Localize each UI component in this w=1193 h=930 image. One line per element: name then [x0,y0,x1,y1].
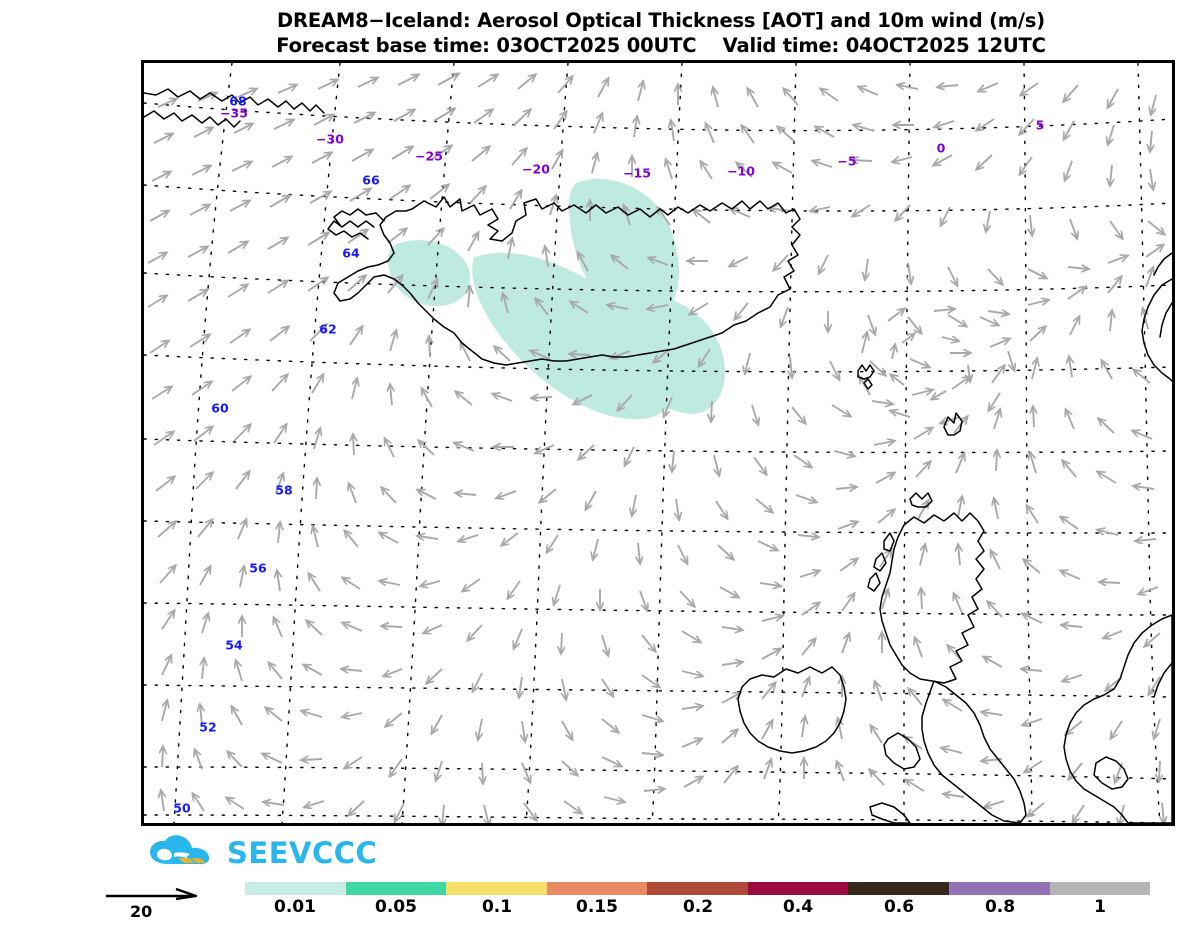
coast-iceland-fjords [327,220,375,240]
coast-greenland [144,88,325,114]
colorbar-tick-7: 0.8 [984,897,1016,917]
title-line-1: DREAM8−Iceland: Aerosol Optical Thicknes… [277,9,1045,32]
coast-iceland [333,196,801,366]
aot-plume-patch-west [388,240,471,307]
seevccc-logo[interactable]: SEEVCCC [148,833,377,873]
coast-orkney [909,492,933,508]
colorbar-tick-6: 0.6 [883,897,915,917]
colorbar-segment-2 [345,882,447,895]
wind-vector-layer [147,74,1164,823]
colorbar-tick-3: 0.15 [576,897,618,917]
aot-plume-south [472,252,677,420]
wind-row-1 [157,74,1157,114]
wind-row-8-vortex-north [151,357,1151,424]
coast-faroe-2 [863,378,873,390]
coast-norway-2 [1153,252,1172,276]
coast-shetland [943,412,963,436]
coast-netherlands [1093,756,1129,790]
coast-hebrides-3 [867,572,881,592]
colorbar-segment-5 [647,882,748,895]
colorbar-segment-9 [1049,882,1151,895]
wind-row-12 [159,545,1159,610]
page-title: DREAM8−Iceland: Aerosol Optical Thicknes… [141,8,1181,58]
colorbar-tick-8: 1 [1094,897,1106,917]
wind-row-16 [162,717,1160,783]
wind-row-17 [161,759,1164,823]
logo-text: SEEVCCC [227,835,378,870]
wind-row-9-vortex [153,407,1153,475]
colorbar-segment-4 [546,882,648,895]
wind-row-14 [161,633,1161,699]
coast-ireland [737,666,847,754]
wind-arrow-icon [106,887,198,901]
aot-shading-layer [388,178,726,420]
coast-faroe [857,364,875,380]
wind-row-2 [153,109,1152,151]
cyclone-circulation [860,309,1014,423]
wind-row-7 [149,309,1148,379]
aot-colorbar [245,882,1151,895]
map-panel[interactable]: 68 66 64 62 60 58 56 54 52 50 −35 −30 −2… [141,60,1175,826]
colorbar-tick-4: 0.2 [682,897,714,917]
coast-hebrides [883,532,895,552]
colorbar-segment-1 [245,882,346,895]
colorbar-segment-8 [948,882,1050,895]
coast-norway [1141,278,1172,382]
map-canvas [144,63,1172,823]
wind-row-3 [151,146,1153,189]
wind-row-13-westerly [161,589,1161,655]
colorbar-tick-0: 0.01 [274,897,316,917]
wind-reference-vector: 20 [104,886,214,926]
coast-europe [1063,614,1172,823]
graticule-layer [144,63,1172,823]
wind-row-15 [161,677,1161,741]
coast-wales [883,732,921,770]
coast-scotland [879,512,985,684]
colorbar-tick-1: 0.05 [375,897,417,917]
coast-europe-2 [1153,662,1172,698]
colorbar-tick-5: 0.4 [782,897,814,917]
colorbar-segment-7 [848,882,949,895]
coast-iceland-nw [333,208,385,226]
coast-hebrides-2 [873,552,887,572]
wind-row-10 [155,451,1155,519]
wind-reference-label: 20 [130,902,153,921]
aot-plume-offshore [624,294,726,414]
colorbar-segment-3 [446,882,547,895]
colorbar-segment-6 [747,882,849,895]
coast-greenland-2 [144,110,241,128]
coast-england [921,680,1027,823]
coast-norway-3 [1159,302,1172,338]
wind-row-6 [147,268,1153,334]
coastline-layer [144,88,1172,823]
coast-cornwall [869,802,911,823]
colorbar-tick-2: 0.1 [481,897,513,917]
wind-row-5-iceland [147,229,1163,285]
wind-row-11 [157,497,1157,563]
title-line-2: Forecast base time: 03OCT2025 00UTC Vali… [276,34,1046,57]
wind-row-4 [149,185,1164,238]
cloud-icon [150,835,210,865]
colorbar-tick-labels: 0.01 0.05 0.1 0.15 0.2 0.4 0.6 0.8 1 [245,897,1150,921]
